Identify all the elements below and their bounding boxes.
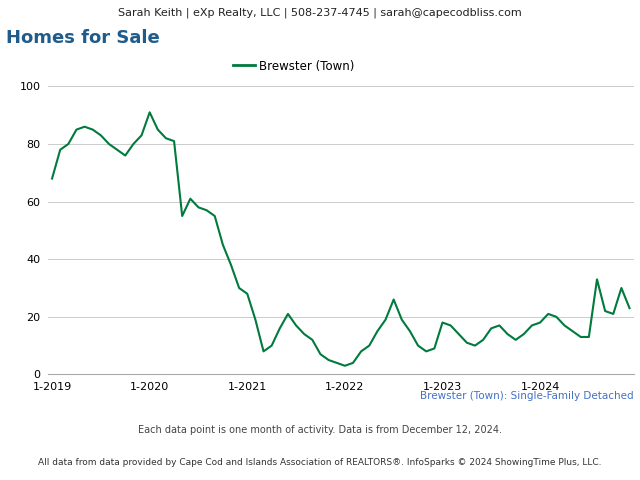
Legend: Brewster (Town): Brewster (Town) [228,55,359,77]
Text: Brewster (Town): Single-Family Detached: Brewster (Town): Single-Family Detached [420,391,634,401]
Text: Homes for Sale: Homes for Sale [6,29,160,47]
Text: Each data point is one month of activity. Data is from December 12, 2024.: Each data point is one month of activity… [138,425,502,435]
Text: Sarah Keith | eXp Realty, LLC | 508-237-4745 | sarah@capecodbliss.com: Sarah Keith | eXp Realty, LLC | 508-237-… [118,8,522,18]
Text: All data from data provided by Cape Cod and Islands Association of REALTORS®. In: All data from data provided by Cape Cod … [38,458,602,468]
